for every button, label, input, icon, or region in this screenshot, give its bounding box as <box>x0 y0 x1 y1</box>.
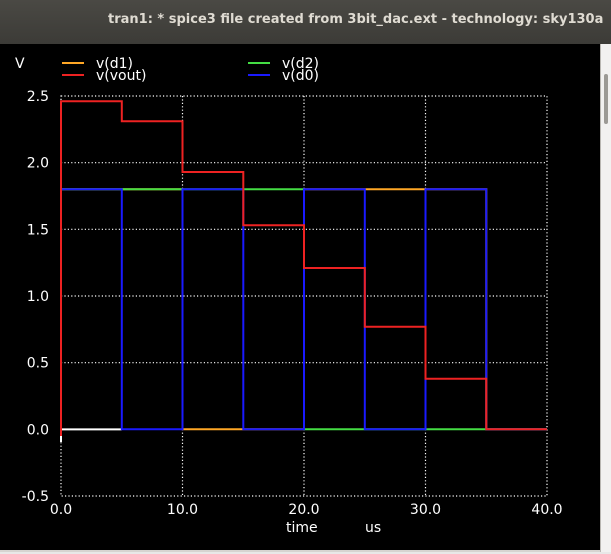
y-tick-label: 1.5 <box>27 222 49 238</box>
y-tick-label: 0.5 <box>27 356 49 372</box>
series-line-vd0 <box>61 188 547 431</box>
plot-area[interactable]: 0.0 10.0 20.0 30.0 40.0 -0.5 0.0 0.5 1.0 1.5 2.0 2.… <box>0 44 600 550</box>
y-tick-label: 2.5 <box>27 89 49 105</box>
scrollbar-thumb[interactable] <box>604 74 608 124</box>
axis-layer: 0.0 10.0 20.0 30.0 40.0-0.50.00.51.01.52.02.… <box>22 89 563 518</box>
y-tick-label: -0.5 <box>22 489 49 505</box>
y-tick-label: 1.0 <box>27 289 49 305</box>
legend-label: v(d2) <box>282 56 319 72</box>
x-tick-label: 40.0 <box>531 502 562 518</box>
x-axis-label: time <box>286 520 318 536</box>
y-tick-label: 2.0 <box>27 156 49 172</box>
x-tick-label: 30.0 <box>410 502 441 518</box>
y-tick-label: 0.0 <box>27 422 49 438</box>
side-scrollbar[interactable] <box>600 44 611 552</box>
legend-label: v(vout) <box>96 68 146 84</box>
y-axis-label: V <box>15 56 25 72</box>
title-bar[interactable]: tran1: * spice3 file created from 3bit_d… <box>0 0 611 44</box>
x-tick-label: 20.0 <box>288 502 319 518</box>
series-layer <box>60 100 547 442</box>
legend-label: v(d1) <box>96 56 133 72</box>
legend-layer: v(d1) v(d2)v(d0) v(vout) <box>62 56 319 84</box>
bottom-border <box>0 550 600 552</box>
legend-label: v(d0) <box>282 68 319 84</box>
x-axis-unit: us <box>365 520 381 536</box>
x-tick-label: 0.0 <box>50 502 72 518</box>
waveform-chart[interactable]: 0.0 10.0 20.0 30.0 40.0-0.50.00.51.01.52.02.… <box>0 44 600 550</box>
x-tick-label: 10.0 <box>167 502 198 518</box>
series-line-vvout <box>60 100 547 436</box>
window-title: tran1: * spice3 file created from 3bit_d… <box>108 12 604 27</box>
